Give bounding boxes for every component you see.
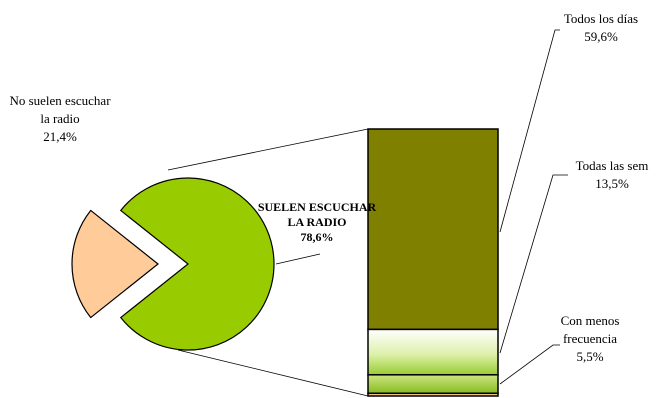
bar-label-todos-los-dias: Todos los días 59,6% [564,11,638,44]
bar-label-todos-los-dias-line: 59,6% [584,29,618,44]
bar-label-con-menos-line: Con menos [561,313,620,328]
pie-label-suelen: SUELEN ESCUCHAR LA RADIO 78,6% [258,200,377,244]
connector-lines [167,128,369,397]
pie-slice-suelen-escuchar [119,177,275,351]
leader-line-todas-las-sem [499,174,568,354]
bar-label-todos-los-dias-line: Todos los días [564,11,638,26]
leader-lines [275,29,568,385]
connector-line-top [167,128,369,171]
leader-line-con-menos [499,344,560,385]
stacked-bar [367,128,499,397]
connector-line-bottom [177,349,369,397]
pie-label-no-suelen-line: No suelen escuchar [9,93,111,108]
bar-label-con-menos: Con menos frecuencia 5,5% [561,313,620,364]
pie-label-suelen-line: LA RADIO [287,215,346,229]
pie-slices [71,177,275,351]
bar-segment-1 [367,128,499,331]
bar-segment-4 [367,392,499,397]
leader-line-suelen [275,253,321,265]
bar-segment-3 [367,374,499,395]
bar-segment-2 [367,328,499,376]
bar-label-todas-las-sem-line: 13,5% [595,176,629,191]
leader-line-todos-los-dias [499,29,560,233]
pie-slice-no-suelen [71,209,159,319]
bar-label-todas-las-sem-line: Todas las sem [576,158,649,173]
bar-label-con-menos-line: frecuencia [563,331,617,346]
pie-label-no-suelen: No suelen escuchar la radio 21,4% [9,93,111,144]
pie-label-suelen-line: SUELEN ESCUCHAR [258,200,377,214]
bar-label-todas-las-sem: Todas las sem 13,5% [576,158,649,191]
pie-label-suelen-line: 78,6% [301,230,334,244]
pie-label-no-suelen-line: 21,4% [43,129,77,144]
data-labels: SUELEN ESCUCHAR LA RADIO 78,6% No suelen es… [9,11,648,364]
bar-label-con-menos-line: 5,5% [576,349,603,364]
pie-label-no-suelen-line: la radio [40,111,79,126]
